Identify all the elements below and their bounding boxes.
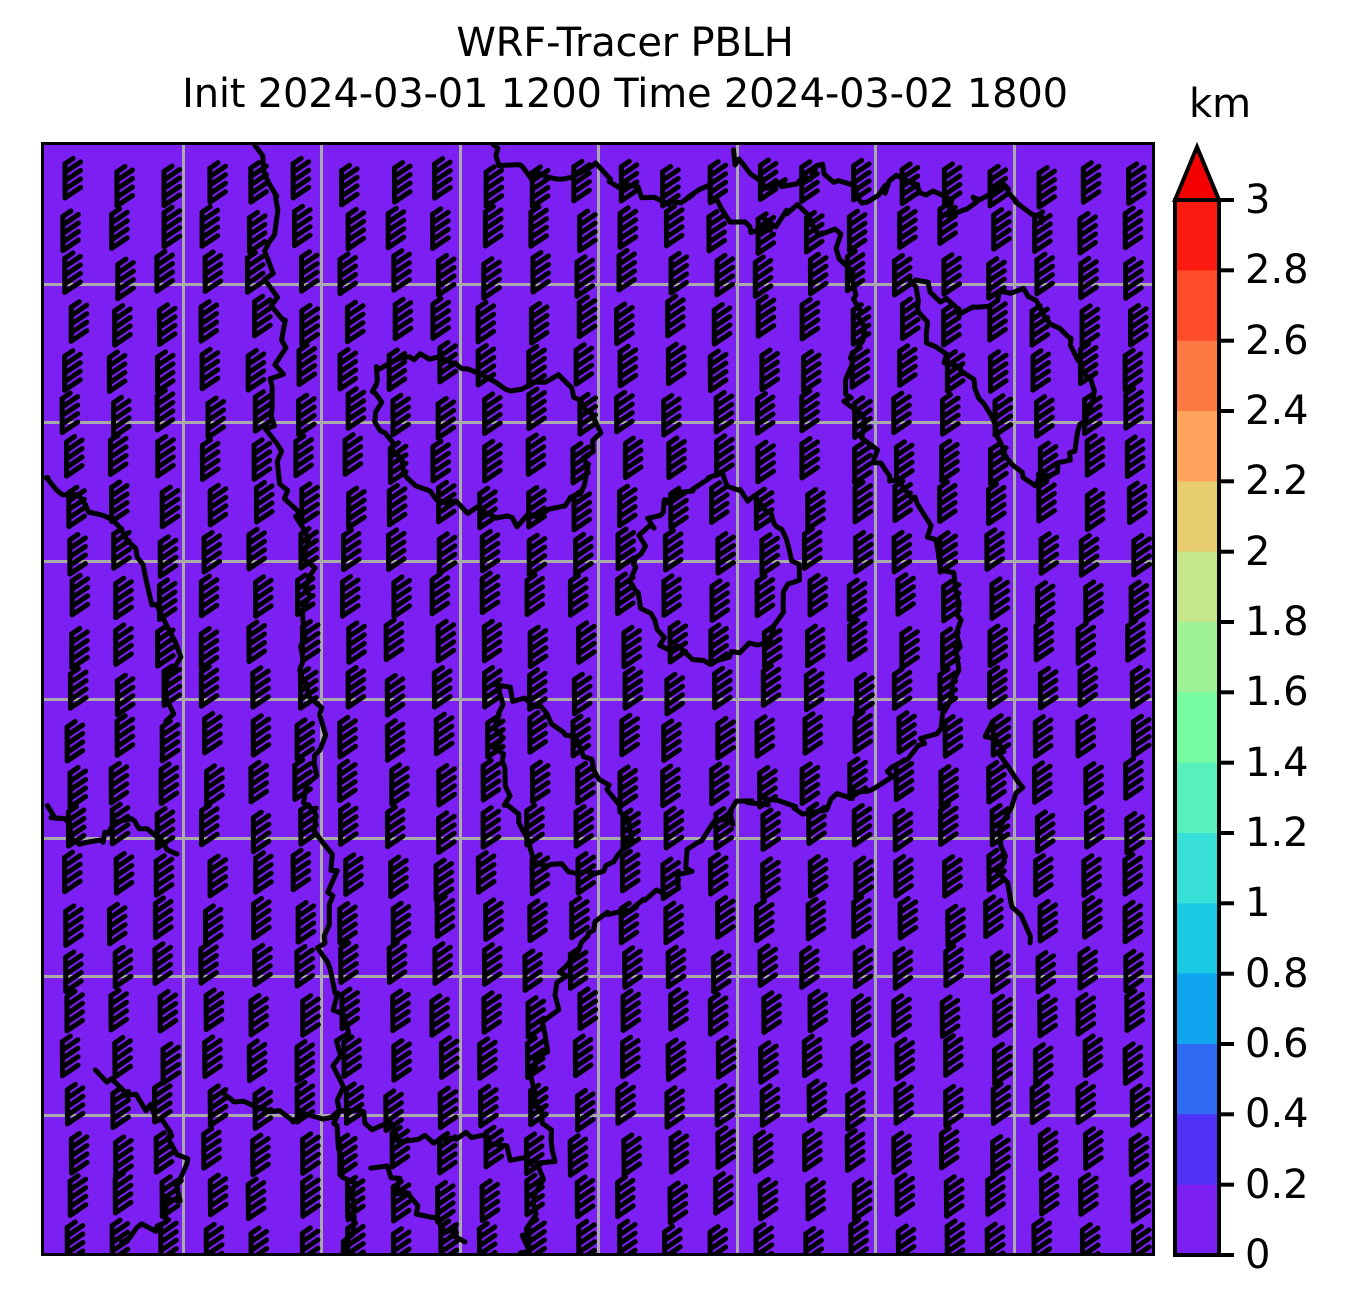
colorbar-band xyxy=(1175,340,1219,412)
colorbar-tick-label: 2.4 xyxy=(1245,388,1309,434)
colorbar: 3 2.8 2.6 2.4 2.2 2 1.8 1.6 1.4 1.2 1 0.8 0.6 0.4 0.2 0 xyxy=(1172,142,1347,1275)
colorbar-tick-label: 0.8 xyxy=(1245,950,1309,997)
colorbar-band xyxy=(1175,622,1219,693)
colorbar-tick-label: 3 xyxy=(1245,177,1271,223)
colorbar-swatches xyxy=(1172,142,1234,1257)
colorbar-band xyxy=(1175,762,1219,834)
colorbar-tick-label: 2.6 xyxy=(1245,317,1309,364)
colorbar-band xyxy=(1175,551,1219,623)
map-plot-area xyxy=(41,142,1155,1256)
colorbar-tick-label: 1 xyxy=(1245,880,1271,927)
colorbar-tick-label: 1.4 xyxy=(1245,739,1309,786)
colorbar-tick-label: 2.8 xyxy=(1245,247,1309,294)
colorbar-band xyxy=(1175,411,1219,482)
colorbar-tick-label: 0.6 xyxy=(1245,1021,1309,1067)
colorbar-band xyxy=(1175,200,1219,271)
colorbar-unit-label: km xyxy=(1189,81,1252,127)
colorbar-band xyxy=(1175,833,1219,904)
colorbar-extend-arrow xyxy=(1172,142,1222,202)
figure-title-block: WRF-Tracer PBLH Init 2024-03-01 1200 Tim… xyxy=(0,18,1250,120)
colorbar-tick-label: 0.2 xyxy=(1245,1161,1309,1208)
colorbar-tick-label: 0 xyxy=(1245,1232,1271,1278)
colorbar-tick-label: 0.4 xyxy=(1245,1091,1309,1138)
colorbar-outline xyxy=(1173,198,1221,1257)
colorbar-tick-label: 2 xyxy=(1245,528,1271,575)
pblh-contour-canvas xyxy=(44,145,1152,1253)
colorbar-band xyxy=(1175,1044,1219,1115)
colorbar-band xyxy=(1175,973,1219,1045)
page-title: WRF-Tracer PBLH xyxy=(456,20,794,66)
colorbar-tick-label: 1.8 xyxy=(1245,599,1309,645)
colorbar-band xyxy=(1175,481,1219,553)
colorbar-tick-label: 1.2 xyxy=(1245,810,1309,856)
colorbar-tick-label: 2.2 xyxy=(1245,458,1309,505)
colorbar-band xyxy=(1175,270,1219,342)
figure-subtitle: Init 2024-03-01 1200 Time 2024-03-02 180… xyxy=(182,71,1068,117)
colorbar-band xyxy=(1175,903,1219,975)
colorbar-band xyxy=(1175,1114,1219,1186)
colorbar-band xyxy=(1175,1184,1219,1256)
colorbar-band xyxy=(1175,692,1219,764)
colorbar-tick-label: 1.6 xyxy=(1245,669,1309,716)
